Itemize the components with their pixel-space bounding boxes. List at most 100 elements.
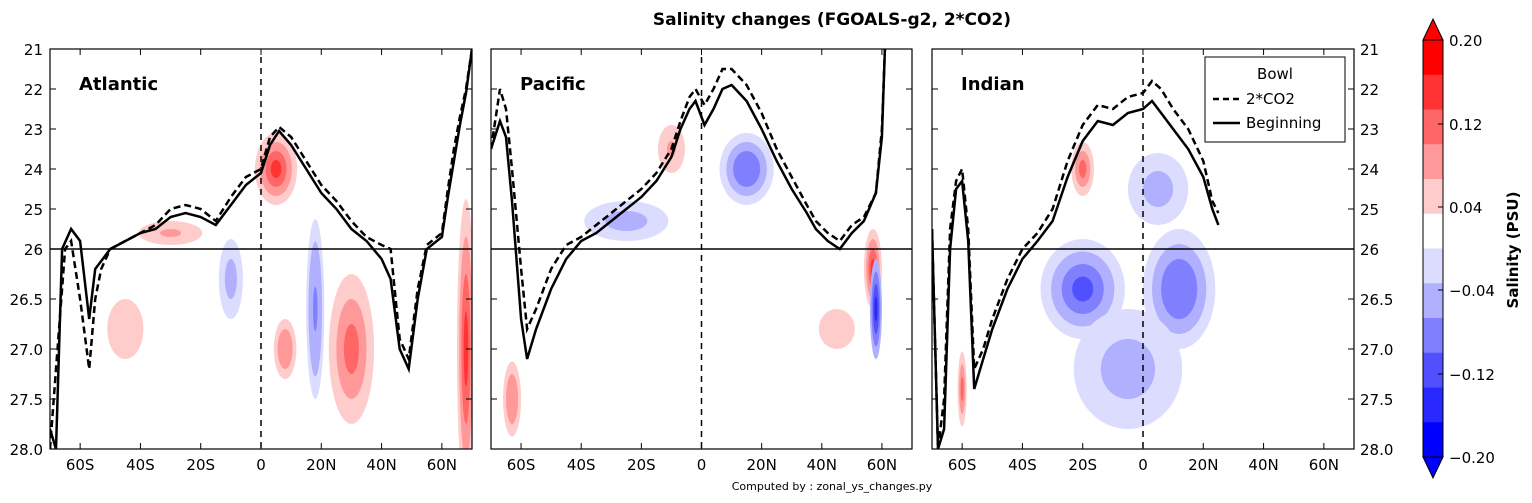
x-tick-label: 40S — [126, 456, 155, 474]
y-tick-label-right: 27.5 — [1360, 391, 1393, 409]
x-tick-label: 20N — [746, 456, 776, 474]
panel-atlantic: 60S 40S 20S 0 20N 40N 60N Atlantic — [49, 48, 473, 474]
panel-pacific: 60S 40S 20S 0 20N 40N 60N Pacific — [490, 48, 913, 474]
anomaly-blob — [312, 286, 318, 332]
colorbar-segment — [1423, 387, 1443, 423]
colorbar-segment — [1423, 74, 1443, 110]
colorbar-extend-bottom — [1422, 456, 1444, 480]
x-tick-label: 0 — [1138, 456, 1148, 474]
y-tick-label-left: 22 — [24, 81, 43, 99]
colorbar-segment — [1423, 422, 1443, 458]
colorbar-tick-label: −0.20 — [1449, 449, 1495, 467]
x-tick-label: 20N — [306, 456, 336, 474]
panels: 60S 40S 20S 0 20N 40N 60N Atlantic 60S 40S 20S 0 20N… — [10, 41, 1394, 474]
colorbar-segment — [1423, 352, 1443, 388]
x-tick-label: 40S — [1008, 456, 1037, 474]
colorbar-label: Salinity (PSU) — [1504, 192, 1522, 309]
x-tick-label: 20S — [186, 456, 215, 474]
x-tick-label: 0 — [697, 456, 707, 474]
y-tick-label-left: 23 — [24, 121, 43, 139]
anomaly-blob — [343, 324, 359, 374]
anomaly-blob — [1150, 180, 1166, 198]
y-tick-label-left: 26.5 — [10, 291, 43, 309]
panel-indian: 60S 40S 20S 0 20N 40N 60N Indian — [931, 48, 1355, 474]
y-tick-label-right: 26.5 — [1360, 291, 1393, 309]
y-tick-label-right: 22 — [1360, 81, 1379, 99]
legend-label: 2*CO2 — [1246, 90, 1295, 108]
bowl-lines — [50, 49, 472, 449]
anomaly-blob — [1114, 354, 1142, 384]
legend-label: Beginning — [1246, 114, 1321, 132]
x-tick-label: 20S — [1068, 456, 1097, 474]
x-tick-label: 40N — [807, 456, 837, 474]
x-tick-label: 40N — [1248, 456, 1278, 474]
anomaly-blob — [874, 296, 878, 322]
x-tick-label: 60N — [1309, 456, 1339, 474]
y-axis-labels: 21 21 22 22 23 23 24 24 25 25 26 26 26.5 26.5 27.0 27.0… — [10, 41, 1394, 459]
colorbar-segment — [1423, 318, 1443, 354]
anomaly-blob — [270, 160, 282, 178]
x-tick-label: 60N — [427, 456, 457, 474]
bowl-lines — [932, 79, 1220, 449]
colorbar-tick-label: −0.12 — [1449, 366, 1495, 384]
legend-title: Bowl — [1257, 65, 1293, 83]
bowl-2xco2-line — [932, 79, 1220, 449]
y-tick-label-left: 28.0 — [10, 441, 43, 459]
anomaly-blob — [1072, 276, 1094, 302]
colorbar: 0.20 0.12 0.04 −0.04 −0.12 −0.20 Salinity (PSU… — [1422, 17, 1522, 480]
anomaly-blob — [827, 319, 846, 339]
y-tick-label-left: 24 — [24, 161, 43, 179]
anomaly-blob — [281, 339, 289, 359]
y-tick-label-right: 26 — [1360, 241, 1379, 259]
bowl-beginning-line — [491, 49, 887, 360]
y-tick-label-right: 24 — [1360, 161, 1379, 179]
colorbar-extend-top — [1422, 17, 1444, 41]
y-tick-label-right: 27.0 — [1360, 341, 1393, 359]
x-tick-label: 20N — [1188, 456, 1218, 474]
y-tick-label-right: 28.0 — [1360, 441, 1393, 459]
y-tick-label-left: 26 — [24, 241, 43, 259]
footer-credit: Computed by : zonal_ys_changes.py — [732, 480, 933, 493]
y-tick-label-right: 25 — [1360, 201, 1379, 219]
colorbar-segment — [1423, 213, 1443, 249]
y-tick-label-left: 21 — [24, 41, 43, 59]
anomaly-blob — [960, 376, 964, 402]
anomaly-blob — [160, 229, 182, 237]
x-tick-label: 0 — [256, 456, 266, 474]
colorbar-tick-label: −0.04 — [1449, 282, 1495, 300]
anomaly-field — [956, 49, 1354, 449]
colorbar-segment — [1423, 248, 1443, 284]
colorbar-segment — [1423, 283, 1443, 319]
anomaly-blob — [116, 314, 135, 344]
bowl-lines — [491, 49, 887, 360]
anomaly-blob — [463, 311, 469, 387]
bowl-2xco2-line — [491, 49, 887, 334]
anomaly-blob — [615, 216, 637, 226]
colorbar-segment — [1423, 109, 1443, 145]
x-tick-label: 40S — [567, 456, 596, 474]
colorbar-segment — [1423, 179, 1443, 215]
anomaly-blob — [227, 269, 234, 289]
x-tick-label: 60S — [507, 456, 536, 474]
x-tick-label: 20S — [627, 456, 656, 474]
colorbar-tick-label: 0.04 — [1449, 199, 1482, 217]
anomaly-blob — [1170, 274, 1189, 304]
colorbar-segment — [1423, 40, 1443, 76]
colorbar-tick-label: 0.20 — [1449, 32, 1482, 50]
figure-title: Salinity changes (FGOALS-g2, 2*CO2) — [653, 10, 1011, 30]
colorbar-frame — [1422, 39, 1444, 458]
x-tick-label: 60S — [66, 456, 95, 474]
colorbar-segment — [1423, 144, 1443, 180]
bowl-beginning-line — [932, 99, 1220, 449]
x-tick-label: 40N — [366, 456, 396, 474]
y-tick-label-left: 27.0 — [10, 341, 43, 359]
y-tick-label-right: 23 — [1360, 121, 1379, 139]
basin-label: Indian — [961, 74, 1025, 95]
y-tick-label-left: 27.5 — [10, 391, 43, 409]
anomaly-blob — [739, 160, 754, 178]
y-tick-label-right: 21 — [1360, 41, 1379, 59]
basin-label: Pacific — [520, 74, 586, 95]
legend: Bowl 2*CO2 Beginning — [1204, 56, 1346, 143]
x-tick-label: 60N — [867, 456, 897, 474]
